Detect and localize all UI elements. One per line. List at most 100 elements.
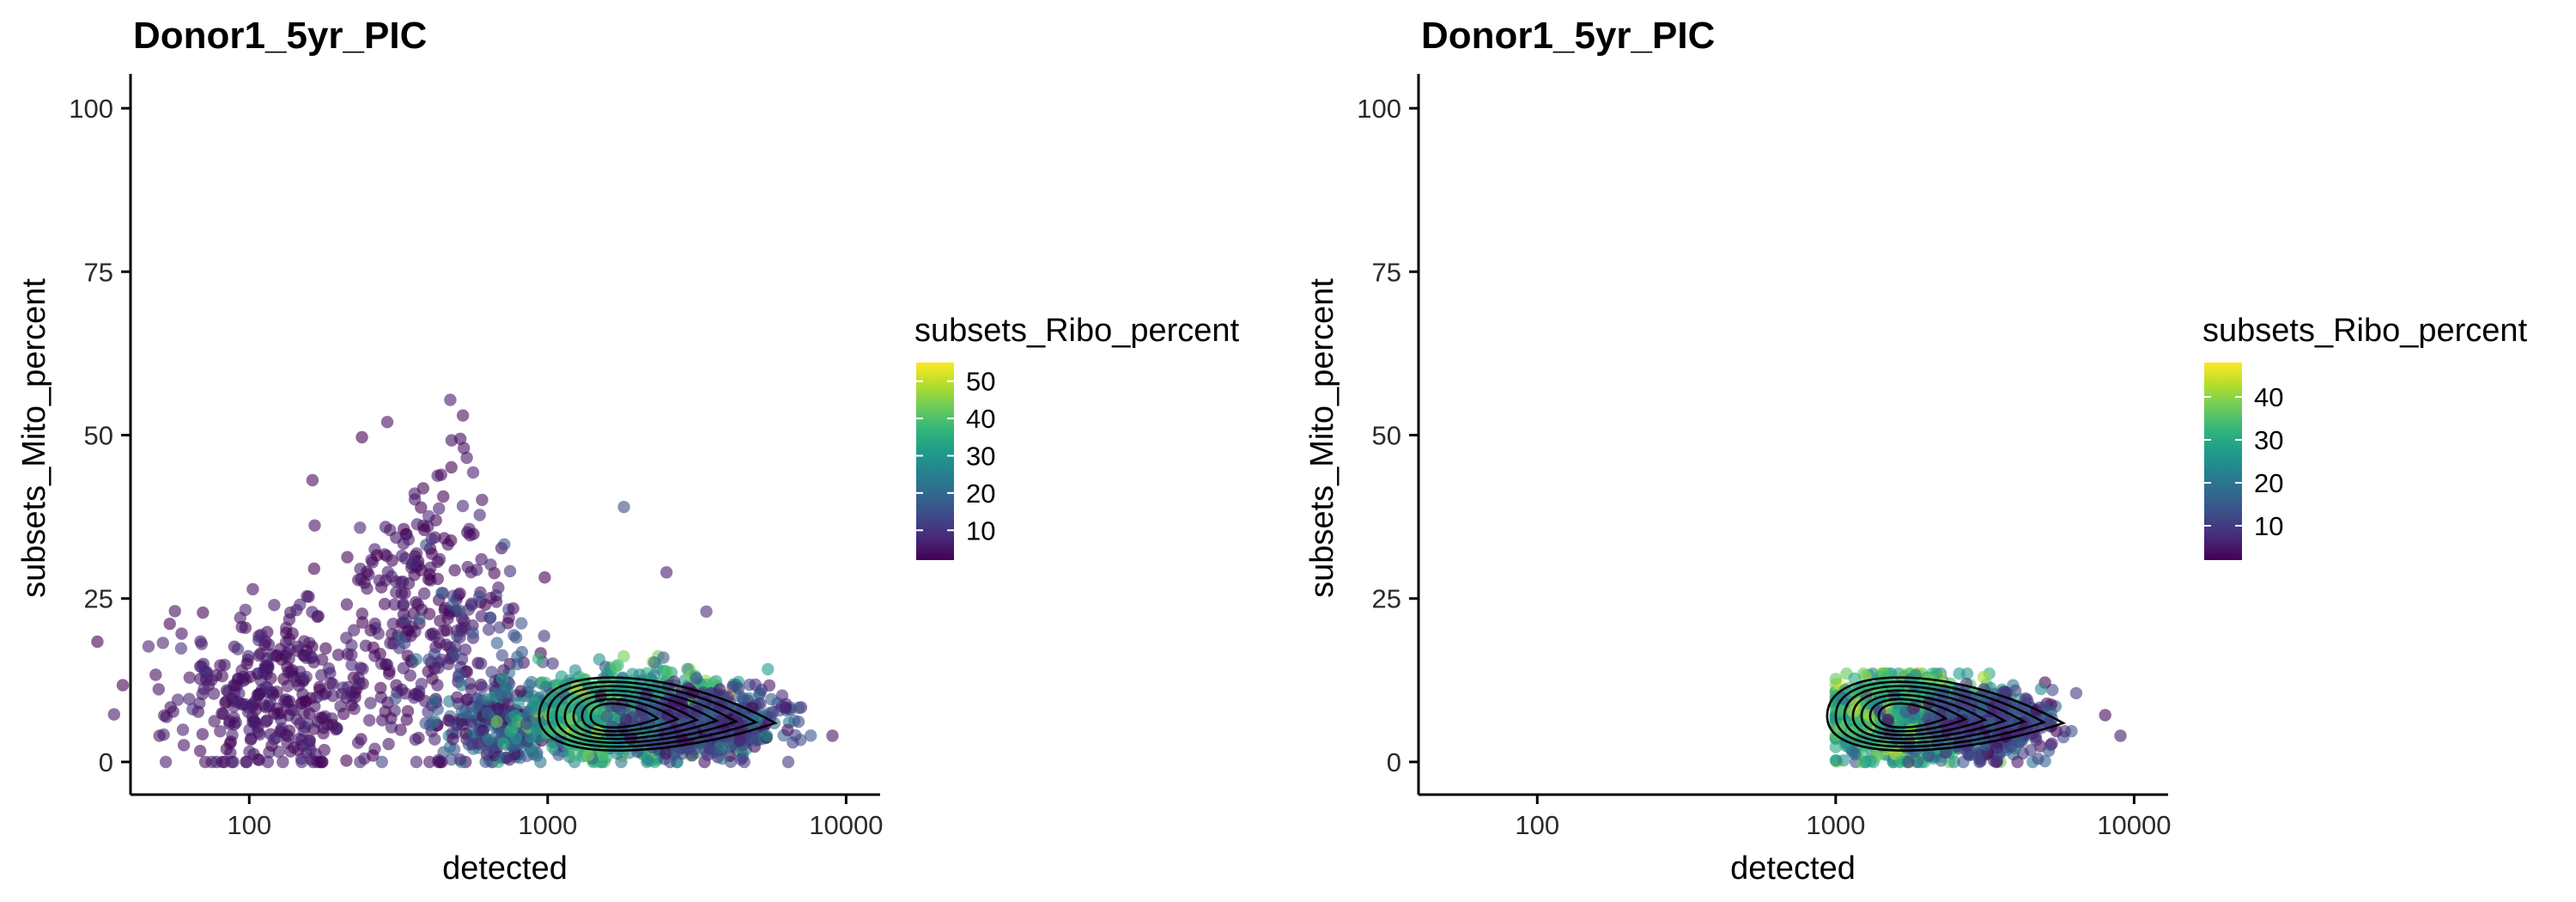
data-point	[509, 732, 523, 745]
density-contour-line	[563, 689, 720, 740]
data-point	[515, 617, 528, 630]
y-tick-label: 75	[84, 257, 113, 287]
data-point	[433, 502, 446, 515]
data-point	[451, 630, 464, 643]
data-point	[483, 623, 495, 637]
data-point	[1977, 670, 1990, 684]
data-point	[216, 669, 228, 683]
data-point	[107, 708, 120, 721]
data-point	[340, 598, 354, 611]
data-point	[482, 733, 495, 746]
data-point	[546, 740, 559, 753]
data-point	[456, 499, 470, 513]
data-point	[378, 597, 392, 611]
data-point	[760, 729, 774, 742]
data-point	[428, 715, 441, 728]
data-point	[388, 598, 401, 611]
data-point	[736, 692, 750, 704]
data-point	[325, 677, 337, 690]
data-point	[308, 519, 321, 532]
data-point	[355, 607, 368, 620]
data-point	[216, 755, 229, 769]
data-point	[792, 716, 805, 728]
data-point	[367, 641, 380, 655]
y-tick-label: 0	[1387, 747, 1401, 777]
data-point	[345, 649, 358, 661]
data-point	[481, 707, 495, 720]
data-point	[451, 691, 464, 704]
data-point	[294, 717, 307, 730]
data-point	[408, 569, 421, 582]
data-point	[2005, 740, 2018, 753]
data-point	[734, 753, 748, 766]
panel-left-density-contour	[538, 676, 779, 752]
data-point	[410, 688, 423, 701]
data-point	[490, 716, 503, 728]
data-point	[319, 642, 332, 655]
data-point	[261, 755, 275, 769]
data-point	[314, 755, 327, 769]
data-point	[220, 742, 234, 756]
data-point	[367, 749, 380, 762]
data-point	[393, 631, 407, 644]
data-point	[445, 434, 459, 447]
data-point	[435, 587, 448, 600]
data-point	[519, 716, 533, 730]
data-point	[197, 606, 210, 619]
data-point	[380, 658, 392, 671]
data-point	[1960, 667, 1974, 680]
data-point	[177, 739, 191, 752]
data-point	[174, 642, 188, 655]
data-point	[364, 697, 377, 710]
data-point	[407, 556, 420, 570]
data-point	[195, 660, 208, 673]
data-point	[1947, 755, 1960, 769]
data-point	[316, 711, 329, 724]
data-point	[364, 624, 377, 637]
data-point	[483, 611, 497, 625]
data-point	[245, 732, 258, 745]
data-point	[142, 640, 155, 653]
data-point	[532, 652, 545, 665]
data-point	[1902, 755, 1915, 769]
data-point	[669, 745, 683, 759]
data-point	[383, 667, 396, 680]
data-point	[384, 637, 397, 649]
data-point	[334, 699, 347, 713]
data-point	[512, 697, 525, 710]
data-point	[805, 729, 817, 742]
x-tick-label: 100	[227, 810, 271, 840]
data-point	[460, 451, 473, 465]
data-point	[379, 521, 392, 533]
data-point	[398, 687, 412, 700]
data-point	[781, 723, 794, 736]
data-point	[461, 692, 474, 706]
data-point	[354, 755, 367, 769]
data-point	[451, 719, 464, 732]
colorbar-tick-label: 30	[966, 441, 995, 471]
data-point	[156, 637, 169, 649]
data-point	[441, 657, 455, 671]
data-point	[251, 688, 264, 701]
data-point	[379, 705, 392, 718]
data-point	[445, 753, 458, 766]
data-point	[506, 722, 519, 735]
data-point	[714, 683, 726, 696]
data-point	[568, 664, 582, 677]
data-point	[381, 565, 394, 578]
data-point	[476, 681, 489, 694]
data-point	[2042, 744, 2056, 757]
data-point	[417, 523, 431, 537]
data-point	[262, 682, 275, 695]
data-point	[615, 755, 628, 769]
data-point	[159, 755, 173, 769]
data-point	[453, 667, 466, 681]
data-point	[91, 635, 104, 649]
data-point	[283, 652, 295, 666]
data-point	[389, 692, 402, 705]
panel-right-title: Donor1_5yr_PIC	[1421, 15, 1715, 57]
data-point	[354, 521, 367, 534]
data-point	[395, 549, 409, 563]
